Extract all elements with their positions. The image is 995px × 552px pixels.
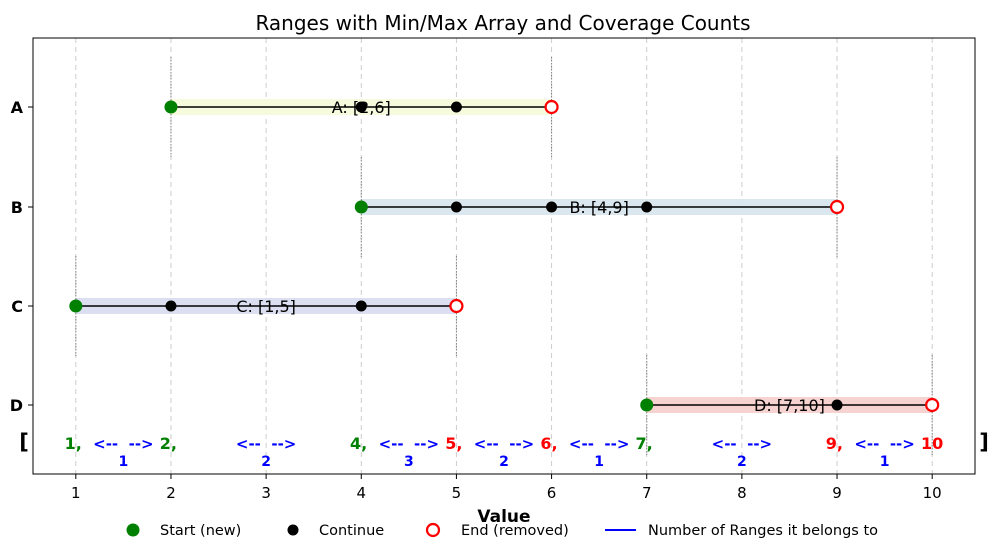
array-element-1: 1, bbox=[65, 434, 82, 453]
array-element-6: 6, bbox=[540, 434, 557, 453]
x-tick-label-10: 10 bbox=[923, 484, 942, 502]
start-point-A-2 bbox=[164, 100, 178, 114]
continue-point-B-5 bbox=[450, 201, 462, 213]
y-tick-label-A: A bbox=[11, 98, 24, 117]
continue-point-A-5 bbox=[450, 101, 462, 113]
array-element-10: 10 bbox=[921, 434, 943, 453]
gap-arrow-6-7: <-- --> bbox=[569, 435, 629, 453]
array-element-5: 5, bbox=[445, 434, 462, 453]
legend-end-marker bbox=[425, 522, 441, 538]
gap-count-9-10: 1 bbox=[880, 454, 890, 470]
x-tick-label-2: 2 bbox=[166, 484, 176, 502]
gap-arrow-1-2: <-- --> bbox=[93, 435, 153, 453]
range-lines bbox=[75, 106, 933, 406]
gap-arrow-4-5: <-- --> bbox=[379, 435, 439, 453]
x-axis-label: Value bbox=[477, 507, 530, 527]
gap-count-7-9: 2 bbox=[737, 454, 747, 470]
legend-start-marker bbox=[126, 523, 140, 537]
x-tick-label-9: 9 bbox=[832, 484, 842, 502]
x-tick-label-8: 8 bbox=[737, 484, 747, 502]
end-point-B-9 bbox=[829, 199, 845, 215]
end-point-D-10 bbox=[925, 397, 940, 413]
gap-count-5-6: 2 bbox=[499, 454, 509, 470]
min-max-array: []1, 2, 4, 5, 6, 7, 9, 10<-- -->1<-- -->2<-- --… bbox=[19, 430, 989, 470]
plot-frame bbox=[32, 37, 976, 475]
end-point-A-6 bbox=[544, 99, 559, 115]
end-point-C-5 bbox=[449, 298, 464, 314]
range-label-D: D: [7,10] bbox=[754, 396, 825, 415]
continue-point-C-2 bbox=[165, 300, 177, 312]
legend-continue-marker bbox=[287, 524, 299, 536]
gap-count-2-4: 2 bbox=[261, 454, 271, 470]
x-axis-ticks: 1 2 3 4 5 6 7 8 9 10 bbox=[71, 474, 942, 502]
x-tick-label-7: 7 bbox=[642, 484, 652, 502]
y-axis-ticks: A B C D bbox=[10, 98, 33, 415]
continue-point-D-9 bbox=[831, 399, 843, 411]
start-point-D-7 bbox=[640, 398, 654, 412]
legend-label-continue: Continue bbox=[319, 523, 384, 539]
range-labels: A: [2,6]B: [4,9]C: [1,5]D: [7,10] bbox=[236, 98, 825, 415]
gap-count-6-7: 1 bbox=[594, 454, 604, 470]
range-label-C: C: [1,5] bbox=[236, 297, 296, 316]
continue-point-B-6 bbox=[546, 201, 558, 213]
range-points bbox=[69, 99, 940, 413]
array-close-bracket: ] bbox=[979, 430, 989, 454]
legend-label-count: Number of Ranges it belongs to bbox=[648, 523, 878, 539]
array-open-bracket: [ bbox=[19, 430, 29, 454]
x-tick-label-1: 1 bbox=[71, 484, 81, 502]
array-element-4: 4, bbox=[350, 434, 367, 453]
continue-point-C-4 bbox=[355, 300, 367, 312]
gap-arrow-7-9: <-- --> bbox=[712, 435, 772, 453]
start-point-B-4 bbox=[354, 200, 368, 214]
continue-point-A-4 bbox=[355, 101, 367, 113]
start-point-C-1 bbox=[69, 299, 83, 313]
y-tick-label-C: C bbox=[11, 297, 23, 316]
chart-title: Ranges with Min/Max Array and Coverage C… bbox=[255, 11, 750, 35]
x-tick-label-6: 6 bbox=[547, 484, 557, 502]
gap-arrow-2-4: <-- --> bbox=[236, 435, 296, 453]
array-element-7: 7, bbox=[636, 434, 653, 453]
legend-label-end: End (removed) bbox=[461, 523, 569, 539]
gap-count-1-2: 1 bbox=[119, 454, 129, 470]
range-label-B: B: [4,9] bbox=[569, 198, 628, 217]
gap-count-4-5: 3 bbox=[404, 454, 414, 470]
gap-arrow-9-10: <-- --> bbox=[854, 435, 914, 453]
gap-arrow-5-6: <-- --> bbox=[474, 435, 534, 453]
x-tick-label-4: 4 bbox=[356, 484, 366, 502]
legend-label-start: Start (new) bbox=[160, 523, 241, 539]
array-element-9: 9, bbox=[826, 434, 843, 453]
y-tick-label-B: B bbox=[11, 198, 23, 217]
x-tick-label-5: 5 bbox=[452, 484, 462, 502]
array-element-2: 2, bbox=[160, 434, 177, 453]
legend: Start (new) Continue End (removed) Number o… bbox=[126, 522, 878, 539]
y-tick-label-D: D bbox=[10, 396, 23, 415]
continue-point-B-7 bbox=[641, 201, 653, 213]
x-tick-label-3: 3 bbox=[261, 484, 271, 502]
